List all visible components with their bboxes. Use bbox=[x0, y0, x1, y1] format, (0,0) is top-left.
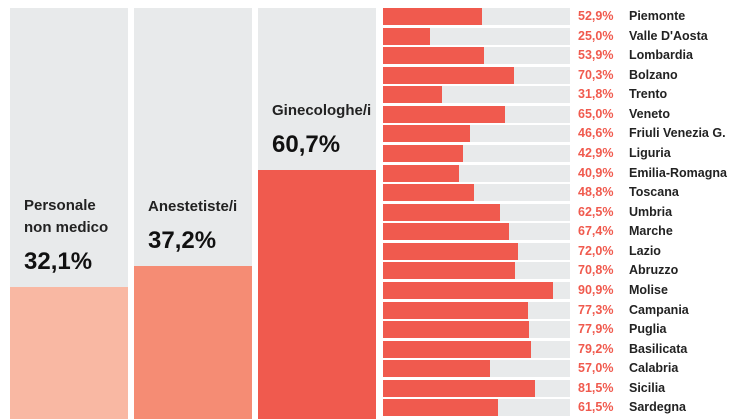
column-label: Personale non medico bbox=[24, 197, 109, 237]
column-value-label: 60,7% bbox=[272, 130, 341, 158]
bar bbox=[383, 242, 518, 260]
column-label-box: Ginecologhe/i 60,7% bbox=[272, 100, 376, 160]
region-label: Marche bbox=[629, 224, 673, 239]
region-label: Molise bbox=[629, 283, 668, 297]
region-label: Liguria bbox=[629, 146, 671, 160]
bar bbox=[383, 66, 515, 84]
bar bbox=[383, 125, 471, 143]
column-label-box: Anestetiste/i 37,2% bbox=[148, 196, 252, 256]
region-label: Basilicata bbox=[629, 341, 688, 356]
region-label: Sardegna bbox=[629, 400, 686, 415]
bar bbox=[383, 27, 430, 45]
region-label: Campania bbox=[629, 302, 689, 317]
column-value-label: 32,1% bbox=[24, 248, 93, 276]
bar bbox=[383, 282, 553, 299]
bar-value-label: 62,5% bbox=[578, 204, 614, 219]
bar bbox=[383, 262, 516, 280]
column bbox=[258, 169, 376, 419]
bar-value-label: 48,8% bbox=[578, 185, 614, 200]
bar-value-label: 46,6% bbox=[578, 126, 614, 141]
bar-value-label: 53,9% bbox=[578, 48, 614, 63]
region-label: Abruzzo bbox=[629, 263, 679, 278]
bar-value-label: 40,9% bbox=[578, 165, 614, 180]
bar-value-label: 72,0% bbox=[578, 243, 614, 258]
bar bbox=[383, 360, 490, 378]
bar-value-label: 57,0% bbox=[578, 361, 614, 376]
bar bbox=[383, 399, 498, 417]
bar bbox=[383, 145, 464, 162]
column bbox=[10, 287, 128, 419]
bar-value-label: 90,9% bbox=[578, 283, 614, 297]
bar bbox=[383, 340, 532, 358]
bar bbox=[383, 8, 482, 25]
region-label: Piemonte bbox=[629, 9, 686, 23]
region-label: Trento bbox=[629, 87, 668, 102]
bar bbox=[383, 47, 484, 65]
bar bbox=[383, 203, 500, 221]
bar-value-label: 77,9% bbox=[578, 322, 614, 337]
bar-value-label: 81,5% bbox=[578, 380, 614, 395]
region-label: Toscana bbox=[629, 185, 679, 200]
region-label: Puglia bbox=[629, 322, 667, 337]
bar-value-label: 67,4% bbox=[578, 224, 614, 239]
region-label: Lazio bbox=[629, 243, 661, 258]
bar-value-label: 25,0% bbox=[578, 28, 614, 43]
column-label: Anestetiste/i bbox=[148, 198, 238, 216]
bar-value-label: 52,9% bbox=[578, 9, 614, 23]
column bbox=[134, 266, 252, 419]
bar bbox=[383, 86, 443, 104]
region-label: Lombardia bbox=[629, 48, 693, 63]
bar-value-label: 79,2% bbox=[578, 341, 614, 356]
bar-value-label: 70,8% bbox=[578, 263, 614, 278]
region-label: Calabria bbox=[629, 361, 679, 376]
bar-value-label: 77,3% bbox=[578, 302, 614, 317]
column-label: Ginecologhe/i bbox=[272, 101, 372, 119]
region-label: Emilia-Romagna bbox=[629, 165, 727, 180]
column-label-box: Personale non medico 32,1% bbox=[24, 195, 128, 277]
region-label: Sicilia bbox=[629, 380, 666, 395]
column-value-label: 37,2% bbox=[148, 227, 217, 255]
region-label: Friuli Venezia G. bbox=[629, 126, 726, 141]
bar-value-label: 61,5% bbox=[578, 400, 614, 415]
bar bbox=[383, 301, 528, 319]
bar bbox=[383, 164, 460, 182]
region-label: Valle D'Aosta bbox=[629, 28, 708, 43]
region-label: Veneto bbox=[629, 106, 670, 121]
bar bbox=[383, 184, 475, 202]
bar-value-label: 70,3% bbox=[578, 67, 614, 82]
bar bbox=[383, 321, 529, 339]
bar bbox=[383, 105, 505, 123]
bar-value-label: 65,0% bbox=[578, 106, 614, 121]
bar bbox=[383, 223, 510, 241]
bar bbox=[383, 379, 536, 397]
region-label: Umbria bbox=[629, 204, 673, 219]
bar-value-label: 31,8% bbox=[578, 87, 614, 102]
region-label: Bolzano bbox=[629, 67, 678, 82]
bar-background bbox=[383, 27, 570, 45]
bar-value-label: 42,9% bbox=[578, 146, 614, 160]
